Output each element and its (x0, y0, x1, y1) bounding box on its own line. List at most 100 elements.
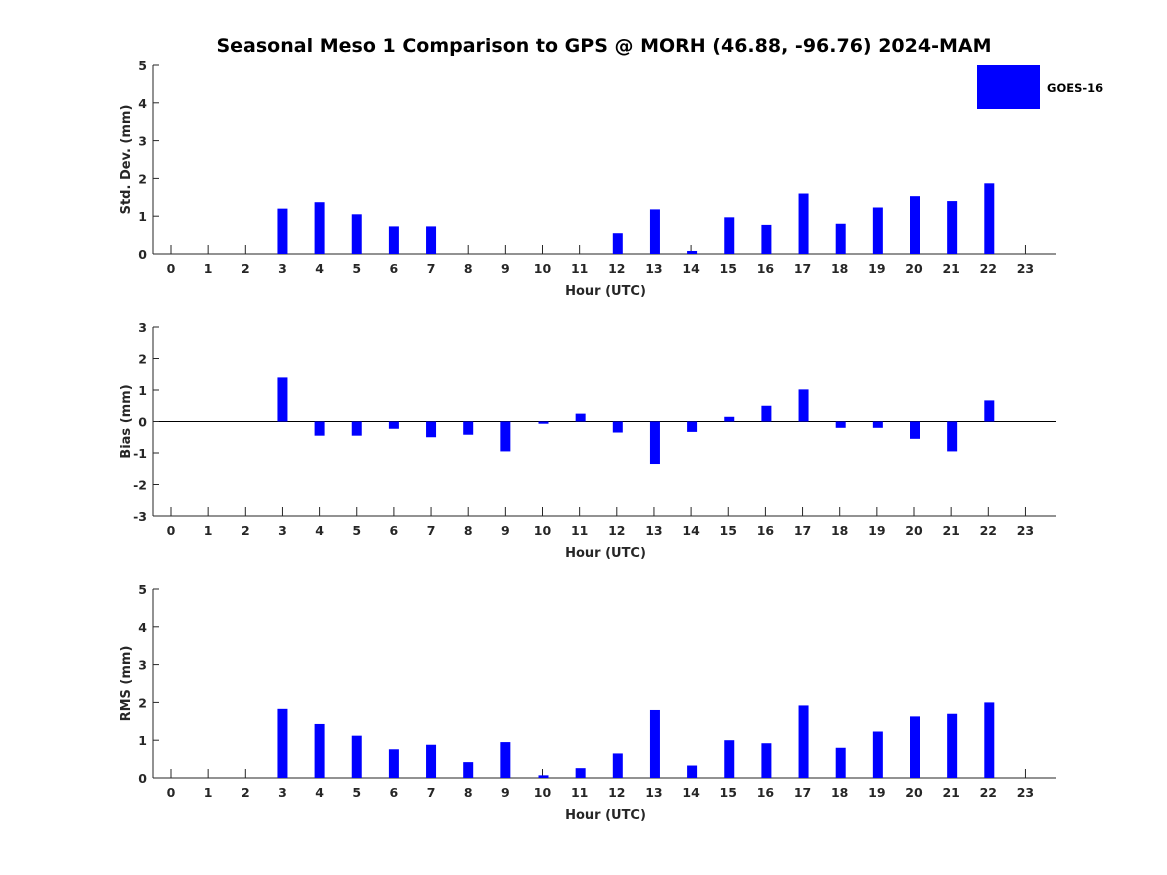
x-tick-label: 0 (167, 261, 176, 276)
bar-rms-hour-3 (277, 708, 288, 778)
x-tick-label: 22 (980, 785, 997, 800)
x-tick-label: 11 (571, 261, 588, 276)
x-tick-label: 2 (241, 523, 250, 538)
bar-bias-hour-15 (724, 416, 735, 422)
bar-std-hour-20 (910, 196, 920, 254)
x-tick-label: 23 (1017, 785, 1034, 800)
bar-bias-hour-6 (388, 421, 399, 429)
bar-bias-hour-12 (612, 421, 623, 433)
x-tick-label: 19 (868, 785, 885, 800)
bar-std-hour-13 (649, 209, 660, 254)
bar-bias-hour-11 (575, 413, 586, 422)
x-tick-label: 20 (905, 785, 923, 800)
x-tick-label: 15 (720, 261, 737, 276)
bar-std-hour-5 (351, 214, 362, 254)
bar-rms-hour-20 (910, 716, 920, 778)
bar-bias-hour-9 (500, 421, 511, 452)
bar-bias-hour-3 (277, 377, 288, 422)
y-tick-label: 1 (138, 209, 147, 224)
bar-rms-hour-9 (500, 742, 511, 778)
bar-rms-hour-8 (463, 762, 474, 778)
x-tick-label: 9 (501, 523, 510, 538)
y-axis-label: Bias (mm) (119, 384, 134, 458)
bar-rms-hour-4 (314, 723, 325, 778)
bar-std-hour-18 (835, 223, 846, 254)
x-tick-label: 5 (352, 785, 361, 800)
bar-rms-hour-5 (351, 735, 362, 778)
x-tick-label: 8 (464, 261, 473, 276)
x-tick-label: 16 (757, 523, 775, 538)
bar-std-hour-14 (687, 250, 698, 254)
x-tick-label: 19 (868, 261, 885, 276)
bar-std-hour-7 (426, 226, 437, 254)
bar-bias-hour-16 (761, 405, 772, 422)
y-axis-label: Std. Dev. (mm) (119, 105, 134, 215)
y-tick-label: 0 (138, 771, 147, 786)
bar-rms-hour-17 (798, 705, 809, 778)
x-tick-label: 2 (241, 785, 250, 800)
x-tick-label: 10 (534, 523, 552, 538)
x-tick-label: 18 (831, 261, 848, 276)
x-tick-label: 9 (501, 785, 510, 800)
y-tick-label: 3 (138, 320, 147, 335)
bar-bias-hour-10 (538, 421, 549, 424)
x-tick-label: 4 (315, 261, 324, 276)
x-axis-label: Hour (UTC) (565, 546, 646, 561)
x-tick-label: 13 (645, 523, 662, 538)
x-tick-label: 18 (831, 785, 848, 800)
bar-bias-hour-22 (984, 400, 995, 422)
y-tick-label: 5 (138, 582, 147, 597)
bar-rms-hour-15 (724, 740, 735, 778)
x-tick-label: 17 (794, 261, 811, 276)
x-tick-label: 8 (464, 785, 473, 800)
x-tick-label: 16 (757, 261, 775, 276)
legend-swatch-goes-16 (977, 65, 1040, 109)
x-tick-label: 19 (868, 523, 885, 538)
x-tick-label: 14 (682, 261, 700, 276)
bar-bias-hour-7 (426, 421, 437, 438)
y-tick-label: 3 (138, 658, 147, 673)
x-tick-label: 21 (942, 261, 959, 276)
x-tick-label: 12 (608, 261, 625, 276)
x-tick-label: 0 (167, 785, 176, 800)
x-tick-label: 23 (1017, 261, 1034, 276)
bar-rms-hour-7 (426, 744, 437, 778)
x-tick-label: 6 (390, 523, 399, 538)
bar-bias-hour-5 (351, 421, 362, 436)
legend-label-goes-16: GOES-16 (1047, 81, 1103, 95)
legend[interactable]: GOES-16 (977, 65, 1103, 109)
x-tick-label: 17 (794, 523, 811, 538)
bar-std-hour-6 (388, 226, 399, 254)
bar-std-hour-3 (277, 208, 288, 254)
bar-bias-hour-14 (687, 421, 698, 432)
x-tick-label: 16 (757, 785, 775, 800)
x-tick-label: 2 (241, 261, 250, 276)
y-axis-label: RMS (mm) (119, 646, 134, 722)
x-axis-label: Hour (UTC) (565, 808, 646, 823)
bar-rms-hour-10 (538, 775, 549, 778)
x-tick-label: 1 (204, 785, 213, 800)
bar-std-hour-4 (314, 202, 325, 254)
y-tick-label: 4 (138, 620, 147, 635)
bar-rms-hour-22 (984, 702, 995, 778)
x-tick-label: 13 (645, 261, 662, 276)
y-tick-label: 0 (138, 247, 147, 262)
y-tick-label: 3 (138, 134, 147, 149)
x-tick-label: 15 (720, 523, 737, 538)
y-tick-label: 0 (138, 415, 147, 430)
x-tick-label: 1 (204, 261, 213, 276)
x-tick-label: 21 (942, 523, 959, 538)
x-tick-label: 20 (905, 261, 923, 276)
x-tick-label: 1 (204, 523, 213, 538)
x-tick-label: 4 (315, 785, 324, 800)
x-tick-label: 3 (278, 261, 287, 276)
x-tick-label: 10 (534, 785, 552, 800)
bar-rms-hour-16 (761, 743, 772, 778)
bar-rms-hour-19 (872, 731, 883, 778)
x-tick-label: 20 (905, 523, 923, 538)
y-tick-label: -3 (133, 509, 147, 524)
